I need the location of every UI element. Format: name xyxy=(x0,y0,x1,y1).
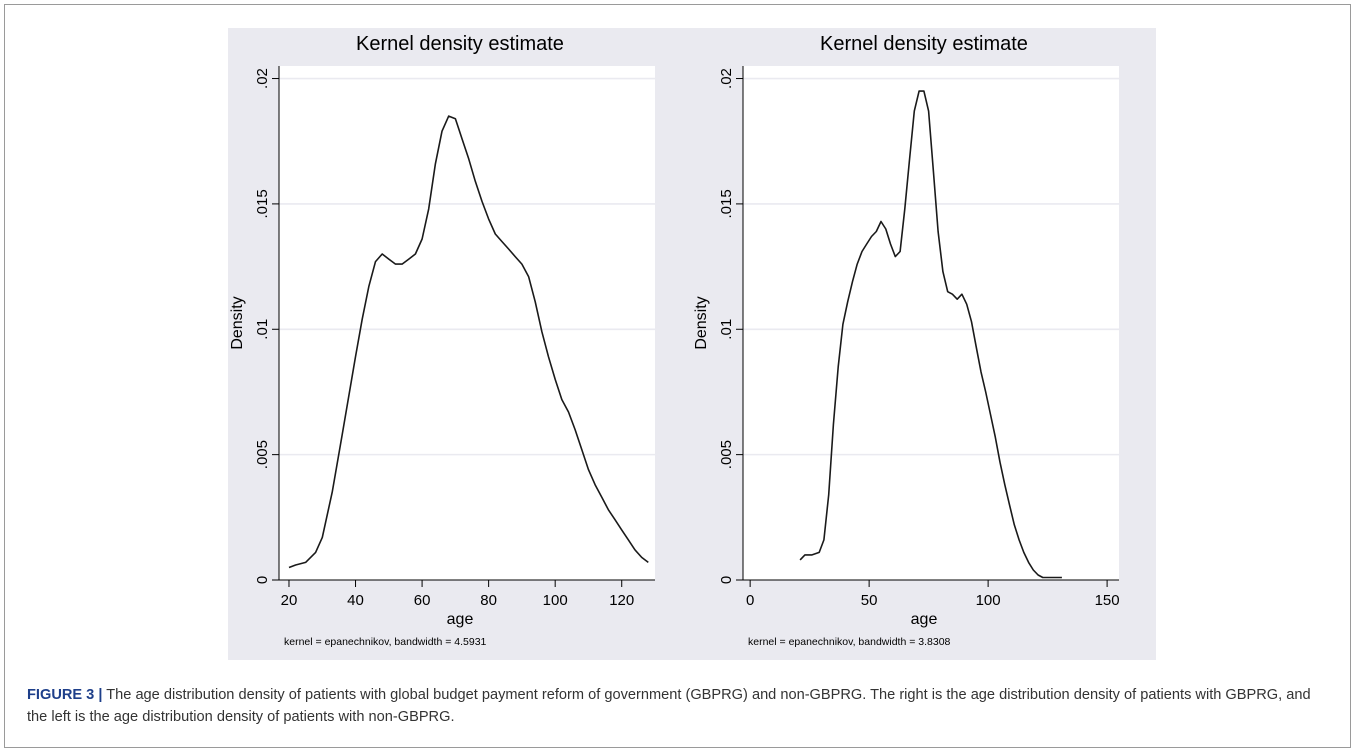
figure-label: FIGURE 3 | xyxy=(27,687,103,703)
chart-title: Kernel density estimate xyxy=(820,33,1028,55)
y-tick-label: .01 xyxy=(718,319,735,340)
density-line xyxy=(288,115,649,569)
x-tick-label: 0 xyxy=(746,592,754,609)
y-axis-label: Density xyxy=(693,296,710,349)
x-tick-label: 100 xyxy=(543,592,568,609)
density-line xyxy=(799,90,1062,579)
y-tick-label: .015 xyxy=(254,189,271,218)
x-axis-label: age xyxy=(447,611,474,628)
y-axis-label: Density xyxy=(229,296,246,349)
figure-caption-text: The age distribution density of patients… xyxy=(27,687,1311,725)
y-tick-label: .02 xyxy=(254,68,271,89)
y-tick-label: .005 xyxy=(718,440,735,469)
plot-area xyxy=(743,66,1119,580)
chart-panel-left: 0 .005 .01 .015 .02 20 40 60 80 100 120 Kernel dens… xyxy=(228,28,692,660)
x-tick-label: 40 xyxy=(347,592,364,609)
chart-panel-right: 0 .005 .01 .015 .02 0 50 100 150 Kernel density e… xyxy=(692,28,1156,660)
y-tick-label: .01 xyxy=(254,319,271,340)
y-tick-label: .005 xyxy=(254,440,271,469)
x-tick-label: 20 xyxy=(281,592,298,609)
x-tick-label: 60 xyxy=(414,592,431,609)
x-tick-label: 150 xyxy=(1095,592,1120,609)
chart-title: Kernel density estimate xyxy=(356,33,564,55)
x-tick-label: 120 xyxy=(609,592,634,609)
x-tick-label: 50 xyxy=(861,592,878,609)
y-tick-label: 0 xyxy=(718,576,735,584)
x-axis-label: age xyxy=(911,611,938,628)
x-tick-label: 80 xyxy=(480,592,497,609)
y-tick-label: .015 xyxy=(718,189,735,218)
kernel-note: kernel = epanechnikov, bandwidth = 3.830… xyxy=(748,636,951,648)
kernel-note: kernel = epanechnikov, bandwidth = 4.593… xyxy=(284,636,487,648)
plot-area xyxy=(279,66,655,580)
x-tick-label: 100 xyxy=(976,592,1001,609)
chart-right-svg: 0 .005 .01 .015 .02 0 50 100 150 Kernel density e… xyxy=(693,33,1120,648)
figure-caption: FIGURE 3 | The age distribution density … xyxy=(27,684,1327,728)
y-tick-label: 0 xyxy=(254,576,271,584)
y-tick-label: .02 xyxy=(718,68,735,89)
chart-left-svg: 0 .005 .01 .015 .02 20 40 60 80 100 120 Kernel dens… xyxy=(229,33,655,648)
figure-frame xyxy=(4,4,1351,748)
